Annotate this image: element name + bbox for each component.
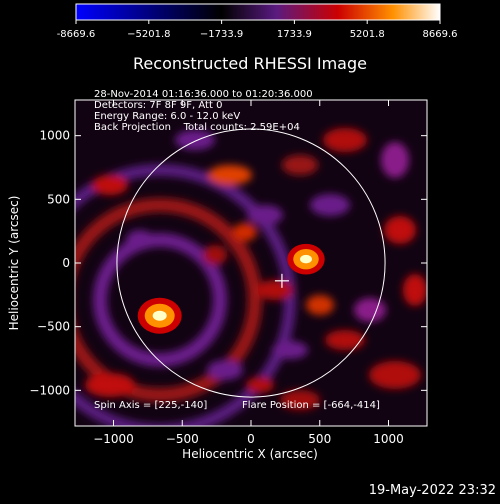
source-peak <box>152 310 167 321</box>
colorbar-tick-label: -8669.6 <box>57 29 96 40</box>
x-tick-label: −500 <box>166 432 199 446</box>
image-texture <box>75 128 427 426</box>
colorbar-tick-label: −1733.9 <box>200 29 243 40</box>
colorbar-tick-label: 5201.8 <box>350 29 385 40</box>
colorbar-tick-label: −5201.8 <box>127 29 170 40</box>
y-tick-label: −500 <box>37 320 70 334</box>
x-tick-label: −1000 <box>93 432 134 446</box>
x-tick-label: 0 <box>247 432 255 446</box>
y-axis-title: Heliocentric Y (arcsec) <box>7 196 21 331</box>
spin-axis-label: Spin Axis = [225,-140] <box>94 400 207 411</box>
timestamp: 19-May-2022 23:32 <box>369 483 496 498</box>
y-tick-label: −1000 <box>29 383 70 397</box>
info-block: 28-Nov-2014 01:16:36.000 to 01:20:36.000… <box>94 89 313 133</box>
y-tick-label: 1000 <box>39 129 70 143</box>
colorbar-ticks: -8669.6 −5201.8 −1733.9 1733.9 5201.8 8669.6 <box>57 20 458 40</box>
y-tick-label: 500 <box>47 192 70 206</box>
x-tick-label: 500 <box>308 432 331 446</box>
source-blobs <box>137 243 325 334</box>
colorbar-tick-label: 8669.6 <box>423 29 458 40</box>
y-tick-label: 0 <box>62 256 70 270</box>
axis-ticks: −1000 −500 0 500 1000 −1000 −500 0 500 1000 <box>29 100 427 446</box>
x-axis-title: Heliocentric X (arcsec) <box>182 447 318 461</box>
info-line-method: Back Projection Total counts: 2.59E+04 <box>94 122 300 133</box>
chart-title: Reconstructed RHESSI Image <box>133 54 367 73</box>
info-line-time: 28-Nov-2014 01:16:36.000 to 01:20:36.000 <box>94 89 313 100</box>
flare-position-label: Flare Position = [-664,-414] <box>242 400 380 411</box>
spin-axis-marker <box>274 273 289 288</box>
info-line-detectors: Detectors: 7F 8F 9F, Att 0 <box>94 100 222 111</box>
colorbar <box>75 3 441 21</box>
x-tick-label: 1000 <box>373 432 404 446</box>
solar-limb <box>116 128 386 398</box>
info-line-energy: Energy Range: 6.0 - 12.0 keV <box>94 111 240 122</box>
source-peak <box>300 254 312 264</box>
colorbar-tick-label: 1733.9 <box>277 29 312 40</box>
